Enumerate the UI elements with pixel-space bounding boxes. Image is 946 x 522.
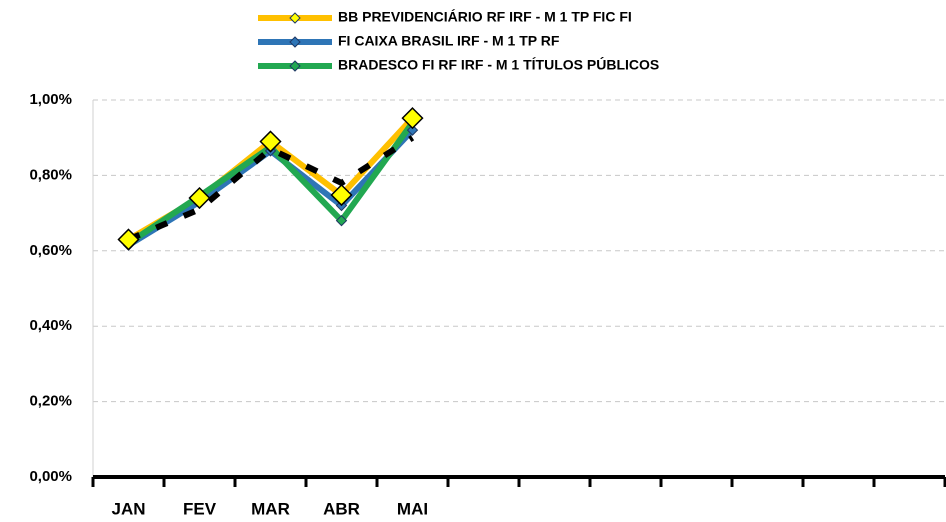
y-tick-label: 0,20% [29, 393, 72, 410]
series-marker [188, 186, 211, 210]
series-marker [401, 107, 424, 130]
x-tick-label: ABR [323, 499, 360, 518]
legend-marker [289, 36, 301, 48]
legend-marker [289, 60, 301, 72]
series-marker [259, 130, 282, 153]
y-tick-label: 0,80% [29, 166, 72, 183]
legend-label: BB PREVIDENCIÁRIO RF IRF - M 1 TP FIC FI [338, 9, 632, 25]
series-marker [335, 214, 348, 227]
legend-marker [289, 12, 301, 24]
series-marker [117, 228, 140, 251]
series-marker [330, 183, 353, 207]
y-tick-label: 0,40% [29, 317, 72, 334]
series-marker [406, 124, 419, 136]
series-line [127, 135, 415, 243]
x-tick-label: MAR [251, 499, 290, 518]
legend-label: FI CAIXA BRASIL IRF - M 1 TP RF [338, 33, 560, 49]
x-tick-label: MAI [397, 499, 428, 518]
y-tick-label: 0,60% [29, 242, 72, 259]
y-tick-label: 1,00% [29, 91, 72, 108]
x-tick-label: FEV [183, 499, 217, 518]
x-tick-label: JAN [111, 499, 145, 518]
y-tick-label: 0,00% [29, 468, 72, 485]
legend-label: BRADESCO FI RF IRF - M 1 TÍTULOS PÚBLICO… [338, 56, 659, 73]
